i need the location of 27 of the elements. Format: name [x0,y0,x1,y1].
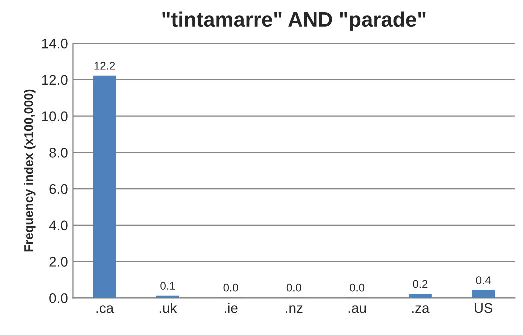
y-tick-label: 2.0 [50,257,68,267]
data-label: 0.0 [350,284,365,292]
bar [408,294,432,298]
x-tick-label: .uk [160,303,178,314]
y-tick-label: 8.0 [50,148,68,158]
data-label: 0.2 [413,280,428,288]
y-tick-label: 10.0 [42,112,68,122]
y-tick-label: 4.0 [49,220,68,231]
data-label: 0.1 [160,282,176,290]
y-tick-label: 0.0 [50,293,68,304]
x-tick-label: .au [348,306,366,314]
data-label: 0.0 [224,284,238,292]
y-tick-label: 6.0 [50,184,68,194]
y-tick-label: 14.0 [42,38,68,49]
data-label: 0.4 [476,276,491,285]
x-tick-label: .ie [224,303,238,314]
x-tick-label: .nz [286,306,303,314]
y-axis-title: Frequency index (x100,000) [24,90,36,252]
y-tick-label: 12.0 [42,75,68,86]
data-label: 0.0 [286,284,302,292]
bar [93,76,116,298]
bar [472,290,496,298]
x-tick-label: .za [412,306,430,314]
data-label: 12.2 [94,62,116,70]
x-tick-label: US [475,303,493,314]
chart-title: "tintamarre" AND "parade" [162,12,426,32]
x-tick-label: .ca [96,306,114,314]
